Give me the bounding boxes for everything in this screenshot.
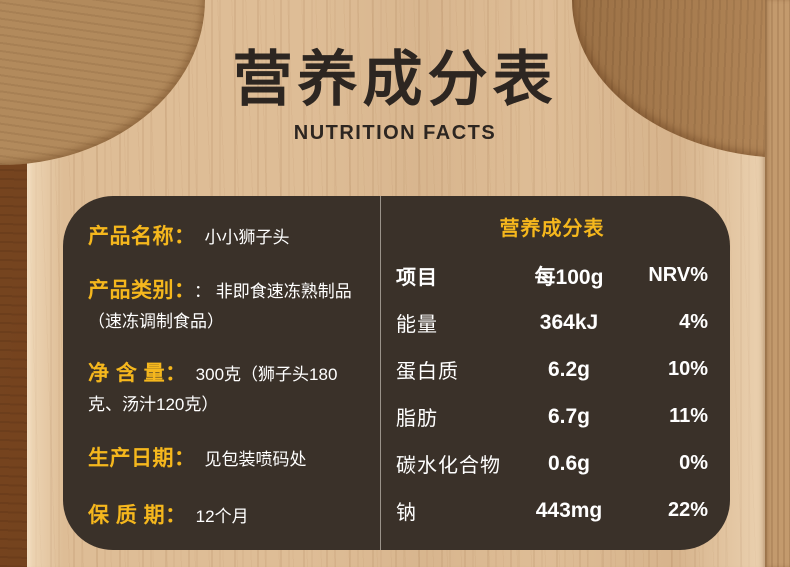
product-info-row: 生产日期： 见包装喷码处 [88,444,362,475]
nutrition-nrv: 11% [669,405,708,427]
nutrition-col-nrv: NRV% [648,264,708,286]
nutrition-table-header-row: 项目 每100g NRV% [396,252,708,299]
nutrition-nrv: 0% [679,452,708,474]
nutrition-item: 蛋白质 [396,361,459,383]
nutrition-row: 脂肪 6.7g 11% [396,393,708,440]
page-title: 营养成分表 [232,45,558,115]
info-panel: 产品名称： 小小狮子头 产品类别：： 非即食速冻熟制品（速冻调制食品） 净 含 量… [63,196,730,550]
nutrition-value: 6.2g [547,357,591,381]
nutrition-value: 364kJ [539,310,599,334]
product-info-value: 见包装喷码处 [204,450,307,469]
product-info-label: 产品名称： [88,225,196,248]
product-info-label: 保 质 期： [88,504,187,527]
table-edge-right [765,0,790,567]
nutrition-table-section: 营养成分表 项目 每100g NRV% 能量 364kJ 4% 蛋白质 6.2g… [381,196,730,550]
product-info-label: 生产日期： [88,447,196,470]
page-subtitle: NUTRITION FACTS [293,122,497,144]
nutrition-nrv: 10% [667,358,708,380]
nutrition-row: 碳水化合物 0.6g 0% [396,440,708,487]
nutrition-row: 蛋白质 6.2g 10% [396,346,708,393]
nutrition-item: 钠 [396,502,417,524]
nutrition-nrv: 22% [667,499,708,521]
product-info-row: 净 含 量： 300克（狮子头180克、汤汁120克） [88,359,362,420]
product-info-value: 小小狮子头 [204,228,290,247]
nutrition-item: 能量 [396,314,438,336]
product-info-value: 12个月 [195,507,249,526]
product-info-value: ： 非即食速冻熟制品（速冻调制食品） [88,282,352,331]
product-info-label: 净 含 量： [88,362,187,385]
product-info-value: 300克（狮子头180克、汤汁120克） [88,365,338,414]
nutrition-col-item: 项目 [396,267,438,289]
nutrition-value: 0.6g [547,451,591,475]
product-info-row: 产品类别：： 非即食速冻熟制品（速冻调制食品） [88,276,362,337]
nutrition-row: 能量 364kJ 4% [396,299,708,346]
nutrition-value: 6.7g [547,404,591,428]
nutrition-item: 碳水化合物 [396,455,501,477]
nutrition-table-title: 营养成分表 [499,218,605,240]
product-info-row: 产品名称： 小小狮子头 [88,222,362,253]
nutrition-item: 脂肪 [396,408,438,430]
product-info-section: 产品名称： 小小狮子头 产品类别：： 非即食速冻熟制品（速冻调制食品） 净 含 量… [63,196,380,550]
nutrition-col-per100g: 每100g [534,265,604,289]
product-info-row: 保 质 期： 12个月 [88,501,362,532]
nutrition-nrv: 4% [679,311,708,333]
panel-divider [380,196,381,550]
nutrition-row: 钠 443mg 22% [396,487,708,534]
nutrition-value: 443mg [535,498,603,522]
product-info-label: 产品类别： [88,279,185,302]
heading-block: 营养成分表 NUTRITION FACTS [0,44,790,145]
